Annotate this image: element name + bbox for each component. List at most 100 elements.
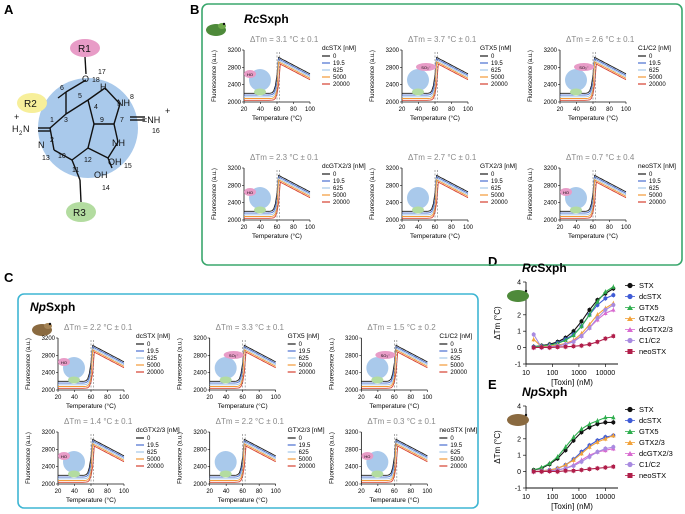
dose-point <box>595 422 600 427</box>
melt-x-tick-label: 40 <box>257 107 264 113</box>
panel-c-title-suffix: Sxph <box>46 300 75 314</box>
dose-point <box>603 446 608 451</box>
panel-c-frog-icon <box>32 322 52 336</box>
dose-point <box>579 334 584 339</box>
melt-y-tick-label: 2000 <box>193 482 207 488</box>
melt-x-tick-label: 40 <box>223 395 230 401</box>
melt-legend-label: 5000 <box>450 363 464 369</box>
dose-x-tick-label: 1000 <box>571 370 587 377</box>
melt-x-tick-label: 40 <box>415 225 422 231</box>
melt-legend-label: 19.5 <box>649 61 661 67</box>
toxin-thumbnail-r3-bubble <box>412 88 424 96</box>
melt-plot-c5: ΔTm = 0.3 °C ± 0.1 20 40 60 80 100 2000 2400 280… <box>329 417 477 504</box>
atom-n15: 15 <box>124 163 132 170</box>
melt-dtm-label: ΔTm = 2.3 °C ± 0.1 <box>250 153 319 162</box>
dose-point <box>555 454 560 459</box>
panel-b-title-suffix: Sxph <box>259 12 288 26</box>
dose-point <box>595 439 600 444</box>
melt-x-tick-label: 60 <box>88 489 95 495</box>
toxin-thumbnail-ho-label: HO <box>364 454 370 459</box>
melt-plot-b0: ΔTm = 3.1 °C ± 0.1 20 40 60 80 100 2000 2400 280… <box>212 35 356 122</box>
panel-b-melt-curves: ΔTm = 3.1 °C ± 0.120 40 60 80 10020002400280… <box>212 35 676 240</box>
melt-plot-c1: ΔTm = 3.3 °C ± 0.1 20 40 60 80 100 2000 2400 280… <box>178 323 320 410</box>
dose-point <box>571 438 576 443</box>
melt-curve-series-3 <box>402 61 469 99</box>
melt-x-tick-label: 80 <box>290 225 297 231</box>
melt-legend-label: 625 <box>333 68 344 74</box>
melt-legend-label: 5000 <box>649 193 663 199</box>
melt-y-axis-label: Fluorescence (a.u.) <box>528 50 534 102</box>
toxin-thumbnail-ho-bubble <box>560 188 572 196</box>
melt-dtm-label: ΔTm = 2.2 °C ± 0.1 <box>216 417 285 426</box>
melt-curve-series-3 <box>58 349 125 387</box>
structure-r2: R2 <box>24 99 37 110</box>
toxin-thumbnail-r3-bubble <box>371 376 384 384</box>
melt-x-axis-label: Temperature (°C) <box>252 232 302 240</box>
toxin-thumbnail-sulfo-bubble <box>416 63 436 71</box>
atom-n13: 13 <box>42 155 50 162</box>
melt-legend-label: 625 <box>450 450 461 456</box>
melt-legend-label: 19.5 <box>147 349 159 355</box>
melt-legend-title: dcSTX [nM] <box>322 45 356 52</box>
dose-x-tick-label: 10000 <box>596 494 616 501</box>
melt-x-tick-label: 100 <box>621 225 632 231</box>
melt-y-tick-label: 3200 <box>42 430 56 436</box>
melt-legend-label: 20000 <box>491 82 508 88</box>
dose-point <box>579 459 584 464</box>
melt-legend-label: 20000 <box>450 370 467 376</box>
melt-x-axis-label: Temperature (°C) <box>568 114 618 122</box>
melt-y-tick-label: 2400 <box>228 83 242 89</box>
melt-x-axis-label: Temperature (°C) <box>218 402 268 410</box>
dose-point <box>563 468 568 473</box>
dose-point <box>579 430 584 435</box>
dose-point <box>587 467 592 471</box>
melt-y-tick-label: 2000 <box>228 218 242 224</box>
melt-legend-label: 0 <box>649 54 653 60</box>
melt-x-axis-label: Temperature (°C) <box>410 232 460 240</box>
dose-y-tick-label: 2 <box>517 312 521 319</box>
atom-n11: 11 <box>72 167 79 174</box>
atom-n18: 18 <box>92 77 100 84</box>
melt-legend-label: 19.5 <box>491 179 503 185</box>
melt-x-tick-label: 80 <box>606 107 613 113</box>
melt-legend-label: 625 <box>491 186 502 192</box>
melt-x-tick-label: 60 <box>432 107 439 113</box>
melt-legend-label: 20000 <box>147 370 164 376</box>
panel-label-b: B <box>190 2 199 17</box>
melt-legend-label: 0 <box>299 342 303 348</box>
melt-plot-c2: ΔTm = 1.5 °C ± 0.2 20 40 60 80 100 2000 2400 280… <box>329 323 472 410</box>
toxin-thumbnail-r3-bubble <box>68 376 80 384</box>
melt-x-tick-label: 100 <box>119 489 130 495</box>
melt-x-tick-label: 60 <box>432 225 439 231</box>
melt-x-tick-label: 100 <box>463 107 474 113</box>
melt-x-tick-label: 100 <box>463 225 474 231</box>
melt-legend-label: 20000 <box>649 200 666 206</box>
melt-legend-label: 19.5 <box>450 443 462 449</box>
melt-y-tick-label: 2000 <box>345 388 359 394</box>
melt-y-tick-label: 2800 <box>42 353 56 359</box>
dose-point <box>531 332 536 337</box>
melt-y-tick-label: 2000 <box>544 100 558 106</box>
toxin-thumbnail-sulfo-bubble <box>574 63 594 71</box>
melt-x-tick-label: 100 <box>271 395 282 401</box>
dose-point <box>571 329 576 334</box>
melt-y-axis-label: Fluorescence (a.u.) <box>26 338 32 390</box>
dose-point <box>563 462 568 467</box>
dose-legend-label: dcGTX2/3 <box>639 325 673 334</box>
toxin-thumbnail-r3-bubble <box>570 206 582 214</box>
dose-point <box>595 466 600 471</box>
toxin-thumbnail-sulfo-label: SO₃⁻ <box>381 353 391 358</box>
melt-y-tick-label: 3200 <box>193 430 207 436</box>
melt-x-axis-label: Temperature (°C) <box>218 496 268 504</box>
dose-x-tick-label: 10000 <box>596 370 616 377</box>
dose-y-tick-label: -1 <box>515 362 521 369</box>
toxin-thumbnail-sulfo-label: SO₃⁻ <box>229 353 239 358</box>
r3-group-bubble <box>66 202 96 222</box>
dose-point <box>587 454 592 459</box>
melt-y-axis-label: Fluorescence (a.u.) <box>212 50 218 102</box>
panel-c-frame <box>17 293 479 509</box>
melt-y-tick-label: 2800 <box>193 447 207 453</box>
melt-y-tick-label: 2000 <box>193 388 207 394</box>
toxin-thumbnail-r3-bubble <box>219 470 232 478</box>
dose-point <box>611 415 616 420</box>
